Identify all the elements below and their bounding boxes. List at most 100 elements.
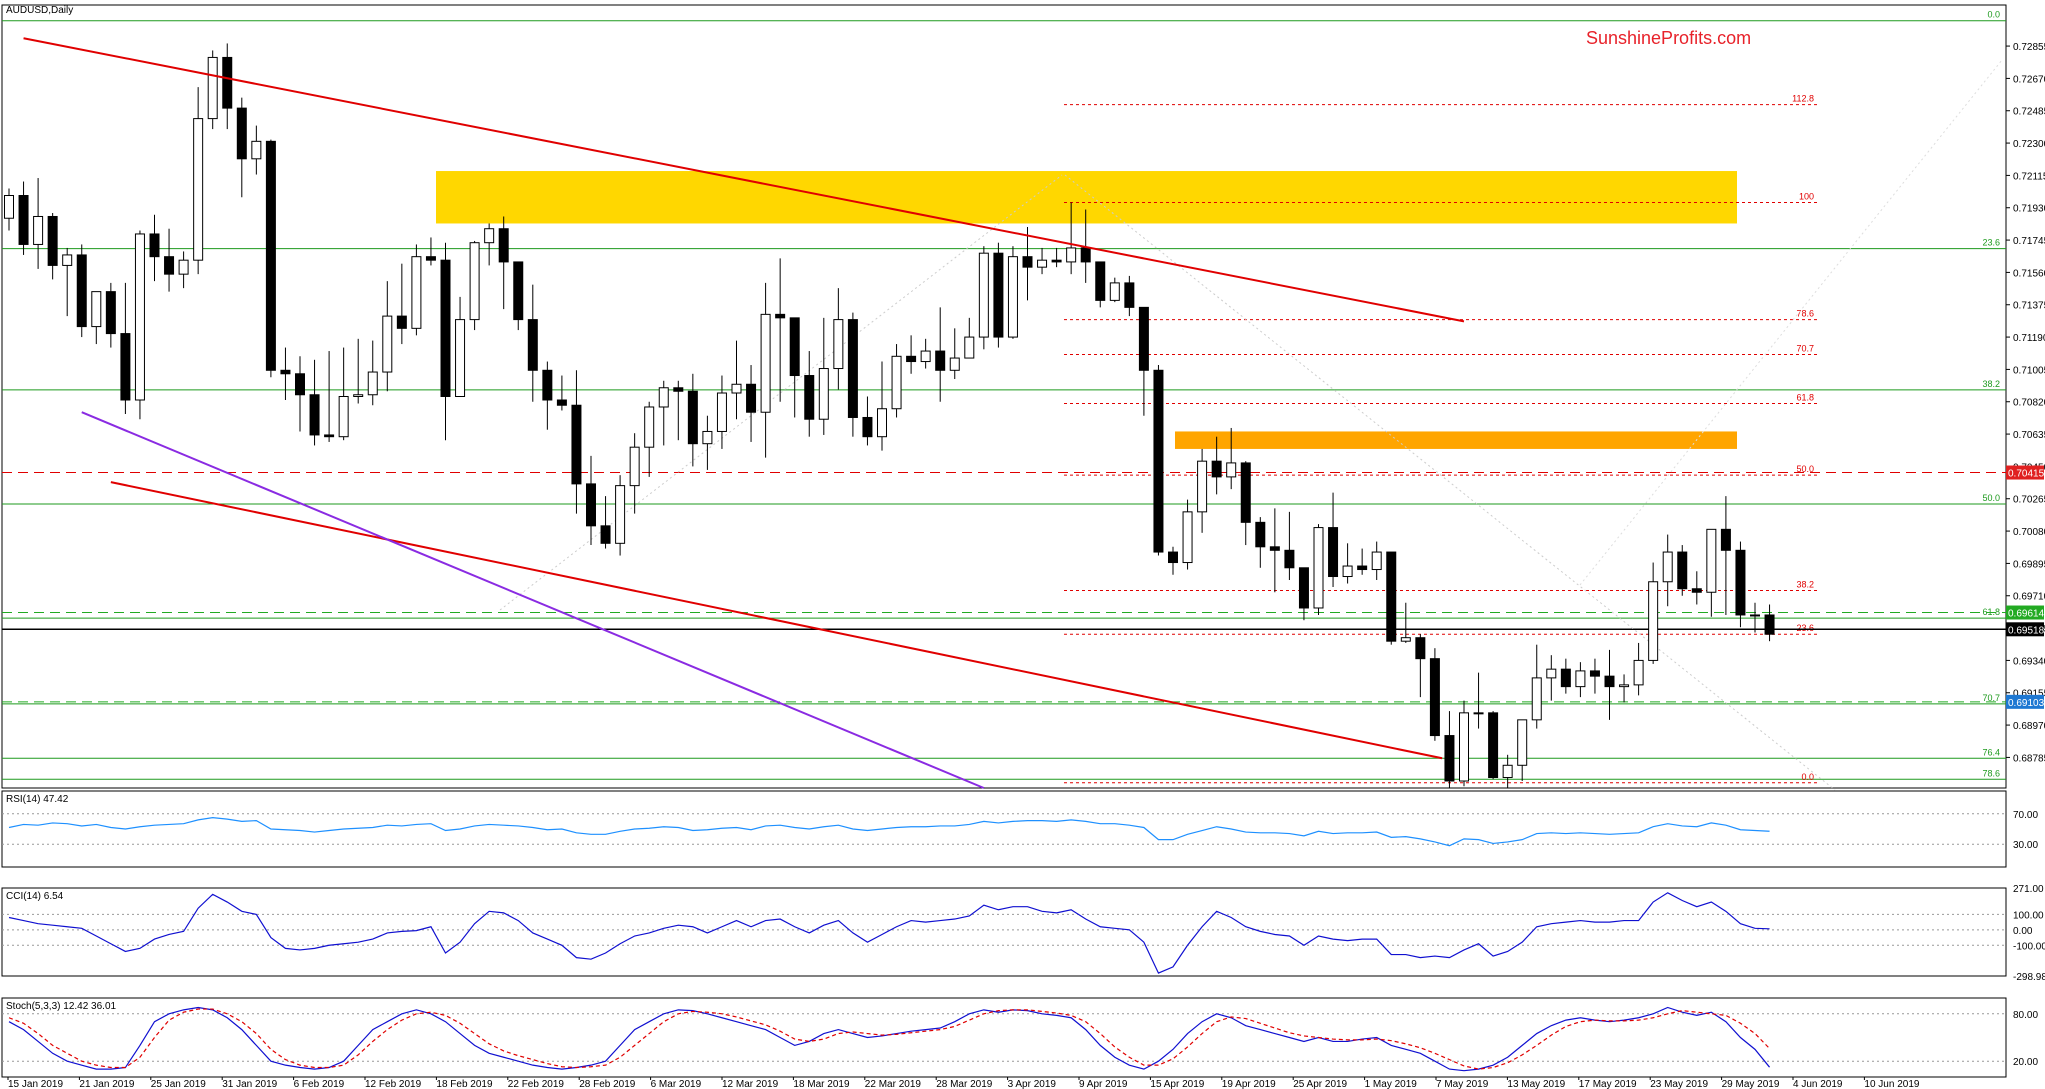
candle-body bbox=[1080, 247, 1091, 263]
indicator-tick-label: 80.00 bbox=[2013, 1010, 2038, 1021]
price-tag-label: 0.70415 bbox=[2008, 469, 2045, 480]
date-label: 17 May 2019 bbox=[1579, 1079, 1637, 1089]
candle-body bbox=[687, 390, 698, 445]
price-tag-label: 0.69103 bbox=[2008, 698, 2045, 709]
red-fib-label: 100 bbox=[1799, 191, 1814, 201]
date-label: 4 Jun 2019 bbox=[1793, 1079, 1843, 1089]
candle-body bbox=[906, 355, 917, 363]
candle-body bbox=[1589, 670, 1600, 677]
candle-body bbox=[18, 195, 29, 245]
candle-body bbox=[1342, 565, 1353, 578]
candle-body bbox=[1677, 551, 1688, 590]
candle-body bbox=[804, 375, 815, 420]
candle-body bbox=[673, 387, 684, 392]
candle-body bbox=[396, 315, 407, 329]
candle-body bbox=[1706, 528, 1717, 593]
price-tick-label: 0.71745 bbox=[2013, 236, 2045, 247]
candle-body bbox=[1386, 551, 1397, 642]
purple-support bbox=[81, 411, 985, 789]
candle-body bbox=[236, 107, 247, 160]
date-label: 28 Feb 2019 bbox=[579, 1079, 636, 1089]
candle-body bbox=[1735, 549, 1746, 616]
candle-body bbox=[164, 256, 175, 275]
price-tag bbox=[2006, 605, 2044, 620]
price-tick-label: 0.71375 bbox=[2013, 301, 2045, 312]
candle-body bbox=[1502, 764, 1513, 779]
red-fib-label: 112.8 bbox=[1792, 94, 1814, 104]
candle-body bbox=[425, 256, 436, 261]
candle-body bbox=[978, 252, 989, 338]
candle-body bbox=[513, 261, 524, 321]
candle-body bbox=[891, 355, 902, 410]
price-tag bbox=[2006, 694, 2044, 709]
candle-body bbox=[818, 368, 829, 420]
date-label: 18 Feb 2019 bbox=[436, 1079, 493, 1089]
date-label: 31 Jan 2019 bbox=[222, 1079, 277, 1089]
date-label: 12 Mar 2019 bbox=[722, 1079, 779, 1089]
candle-body bbox=[1517, 719, 1528, 766]
candle-body bbox=[556, 399, 567, 406]
candle-body bbox=[1750, 614, 1760, 617]
candle-body bbox=[1284, 549, 1295, 569]
indicator-tick-label: 30.00 bbox=[2013, 840, 2038, 851]
watermark-text: SunshineProfits.com bbox=[1586, 28, 1752, 48]
candle-body bbox=[571, 404, 582, 485]
candle-body bbox=[1007, 256, 1018, 338]
candle-body bbox=[877, 408, 887, 438]
date-label: 23 May 2019 bbox=[1650, 1079, 1708, 1089]
candle-body bbox=[789, 317, 800, 377]
green-fib-label: 70.7 bbox=[1982, 693, 2000, 703]
candle-body bbox=[716, 392, 727, 432]
price-tick-label: 0.72855 bbox=[2013, 42, 2045, 53]
price-tick-label: 0.68785 bbox=[2013, 753, 2045, 764]
candle-body bbox=[964, 336, 975, 359]
candle-body bbox=[484, 228, 495, 244]
candle-body bbox=[658, 387, 669, 408]
candle-body bbox=[1415, 637, 1426, 660]
candle-body bbox=[1124, 282, 1135, 308]
red-fib-label: 78.6 bbox=[1796, 309, 1814, 319]
candle-body bbox=[280, 369, 291, 375]
indicator-label-cci: CCI(14) 6.54 bbox=[6, 891, 64, 902]
candle-body bbox=[586, 483, 596, 527]
candle-body bbox=[338, 396, 349, 438]
date-label: 25 Jan 2019 bbox=[151, 1079, 206, 1089]
indicator-tick-label: -298.98 bbox=[2013, 972, 2045, 983]
candle-body bbox=[33, 215, 44, 245]
price-tag-label: 0.69518 bbox=[2008, 625, 2045, 636]
panel-frame-2 bbox=[1, 887, 2007, 977]
candle-body bbox=[1313, 527, 1324, 609]
date-label: 7 May 2019 bbox=[1436, 1079, 1489, 1089]
indicator-tick-label: 0.00 bbox=[2013, 926, 2033, 937]
date-label: 29 May 2019 bbox=[1722, 1079, 1780, 1089]
candle-body bbox=[731, 383, 742, 394]
candle-body bbox=[134, 233, 145, 401]
candle-body bbox=[1138, 306, 1149, 371]
candle-body bbox=[1473, 712, 1484, 715]
candle-body bbox=[629, 446, 640, 487]
candle-body bbox=[1691, 588, 1702, 593]
price-tick-label: 0.72485 bbox=[2013, 107, 2045, 118]
date-label: 22 Mar 2019 bbox=[865, 1079, 922, 1089]
indicator-line-stoch-0 bbox=[8, 1006, 1771, 1072]
candle-body bbox=[1546, 668, 1557, 679]
green-fib-label: 50.0 bbox=[1982, 493, 2000, 503]
candle-body bbox=[149, 233, 160, 258]
candle-body bbox=[1633, 659, 1644, 686]
candle-body bbox=[120, 333, 131, 401]
candle-body bbox=[1095, 261, 1106, 301]
date-label: 21 Jan 2019 bbox=[79, 1079, 134, 1089]
candle-body bbox=[1197, 460, 1208, 513]
candle-body bbox=[1400, 637, 1411, 642]
indicator-line-stoch-1 bbox=[8, 1008, 1770, 1070]
candle-body bbox=[1429, 658, 1440, 737]
candle-body bbox=[847, 319, 858, 418]
candle-body bbox=[382, 315, 393, 373]
red-fib-label: 61.8 bbox=[1796, 392, 1814, 402]
candle-body bbox=[1662, 551, 1673, 583]
candle-body bbox=[1051, 259, 1062, 263]
candle-body bbox=[178, 259, 189, 275]
